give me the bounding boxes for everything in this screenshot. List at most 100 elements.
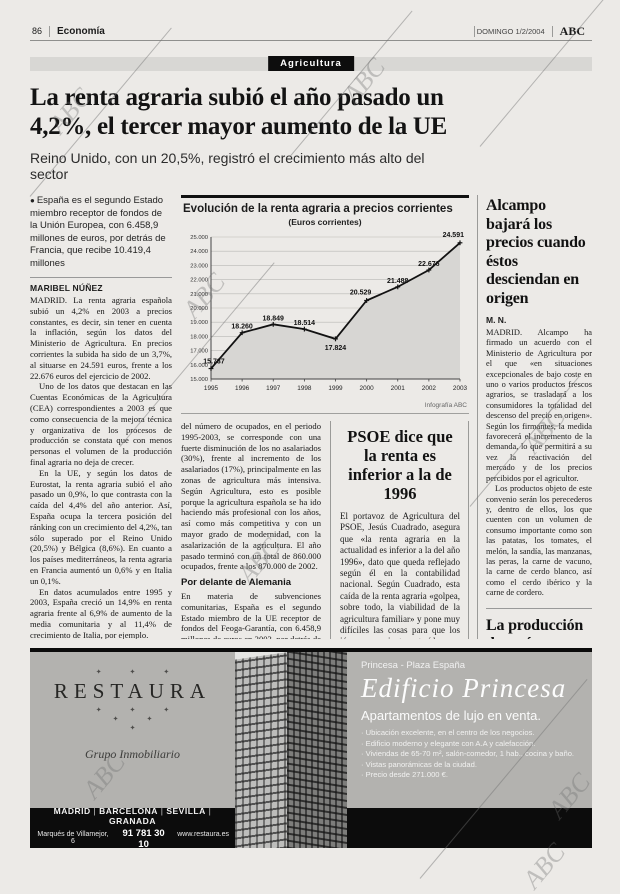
chart-box: Evolución de la renta agraria a precios … (181, 195, 469, 414)
svg-text:18.000: 18.000 (190, 334, 208, 340)
article-byline: MARIBEL NÚÑEZ (30, 283, 103, 293)
diamond-pattern-row: ✦ ✦ (112, 716, 166, 723)
renta-chart: 25.000 24.000 23.000 22.000 21.000 20.000 19.0… (190, 232, 467, 392)
body-paragraph: En datos acumulados entre 1995 y 2003, E… (30, 586, 172, 639)
newspaper-brand: ABC (551, 25, 592, 37)
ad-city: MADRID (53, 806, 91, 816)
svg-text:22.000: 22.000 (190, 278, 208, 284)
header-right: DOMINGO 1/2/2004 ABC (473, 25, 592, 37)
sidebar-article-body: MADRID. Alcampo ha firmado un acuerdo co… (486, 328, 592, 599)
ad-brand-name: RESTAURA (53, 679, 212, 703)
ad-product-name: Edificio Princesa (361, 673, 567, 703)
svg-text:17.824: 17.824 (325, 345, 347, 352)
ad-contact-row: Marqués de Villamejor, 6 91 781 30 10 ww… (36, 828, 229, 848)
ad-left-panel: ✦ ✦ ✦ RESTAURA ✦ ✦ ✦ ✦ ✦ ✦ Grupo Inmobil… (30, 652, 235, 808)
article-body-col2: del número de ocupados, en el periodo 19… (181, 421, 321, 639)
svg-text:2001: 2001 (391, 385, 406, 392)
svg-text:1996: 1996 (235, 385, 250, 392)
svg-text:18.514: 18.514 (294, 320, 316, 327)
ad-website: www.restaura.es (177, 831, 229, 838)
svg-text:1997: 1997 (266, 385, 281, 392)
svg-text:18.260: 18.260 (231, 324, 253, 331)
svg-text:2002: 2002 (422, 385, 437, 392)
ad-footer-bar-right (347, 808, 592, 848)
svg-text:16.000: 16.000 (190, 363, 208, 369)
svg-text:19.000: 19.000 (190, 320, 208, 326)
ad-footer-bar: MADRIDBARCELONASEVILLAGRANADA Marqués de… (30, 806, 235, 848)
main-content: ● España es el segundo Estado miembro rec… (30, 195, 592, 639)
chart-title: Evolución de la renta agraria a precios … (183, 203, 453, 215)
ad-feature-item: Vistas panorámicas de la ciudad. (361, 760, 580, 770)
crosshead: Por delante de Alemania (181, 577, 291, 589)
svg-text:20.529: 20.529 (350, 289, 372, 296)
body-paragraph: MADRID. La renta agraria española subió … (30, 295, 172, 381)
body-paragraph: del número de ocupados, en el periodo 19… (181, 421, 321, 572)
divider (486, 607, 592, 609)
svg-text:1999: 1999 (328, 385, 343, 392)
svg-text:23.000: 23.000 (190, 263, 208, 269)
svg-text:2003: 2003 (453, 385, 467, 392)
ad-location-label: Princesa - Plaza España (361, 660, 466, 671)
ad-right-panel: Princesa - Plaza España Edificio Princes… (347, 652, 592, 808)
below-chart: del número de ocupados, en el periodo 19… (181, 421, 469, 639)
svg-text:20.000: 20.000 (190, 306, 208, 312)
svg-text:18.849: 18.849 (263, 315, 285, 322)
building-tower-right (286, 652, 347, 848)
advertisement-restaura: ✦ ✦ ✦ RESTAURA ✦ ✦ ✦ ✦ ✦ ✦ Grupo Inmobil… (30, 648, 592, 848)
article-column-1: ● España es el segundo Estado miembro rec… (30, 195, 172, 639)
diamond-pattern-top: ✦ ✦ ✦ (95, 669, 183, 676)
svg-text:24.000: 24.000 (190, 249, 208, 255)
diamond-pattern-row: ✦ (129, 725, 149, 732)
psoe-box-title: PSOE dice que la renta es inferior a la … (347, 427, 453, 503)
sidebar-article-byline: M. N. (486, 315, 507, 325)
ad-feature-list: Ubicación excelente, en el centro de los… (361, 728, 580, 780)
ad-city: SEVILLA (158, 806, 206, 816)
page-header: 86 Economía DOMINGO 1/2/2004 ABC (30, 25, 592, 41)
ad-building-photo (235, 652, 347, 848)
svg-text:1995: 1995 (204, 385, 219, 392)
sidebar-article-title: La producción de maíz desciende un 3,6% … (486, 616, 584, 639)
ad-brand-tagline: Grupo Inmobiliario (84, 747, 180, 761)
body-paragraph: En materia de subvenciones comunitarias,… (181, 590, 321, 639)
section-tag: Agricultura (268, 56, 354, 71)
building-tower-left (235, 652, 294, 848)
psoe-box-body: El portavoz de Agricultura del PSOE, Jes… (340, 511, 460, 639)
diamond-pattern-row: ✦ ✦ ✦ (95, 707, 183, 714)
chart-credit: Infografía ABC (424, 402, 467, 409)
ad-product-subtitle: Apartamentos de lujo en venta. (361, 708, 541, 723)
svg-text:2000: 2000 (360, 385, 375, 392)
ad-feature-item: Viviendas de 65-70 m², salón-comedor, 1 … (361, 749, 580, 759)
svg-text:21.000: 21.000 (190, 292, 208, 298)
section-band: Agricultura (30, 56, 592, 71)
header-left: 86 Economía (30, 26, 112, 37)
sidebar-article-alcampo: Alcampo bajará los precios cuando éstos … (486, 197, 592, 599)
svg-text:17.000: 17.000 (190, 349, 208, 355)
svg-text:15.000: 15.000 (190, 377, 208, 383)
section-name: Economía (57, 26, 105, 37)
restaura-logo: ✦ ✦ ✦ RESTAURA ✦ ✦ ✦ ✦ ✦ ✦ Grupo Inmobil… (30, 668, 235, 762)
svg-text:15.737: 15.737 (203, 359, 225, 366)
ad-address: Marqués de Villamejor, 6 (37, 831, 109, 845)
page-number: 86 (30, 26, 51, 37)
svg-text:22.676: 22.676 (418, 261, 440, 268)
ad-feature-item: Precio desde 271.000 €. (361, 770, 580, 780)
svg-text:25.000: 25.000 (190, 235, 208, 241)
chart-subtitle: (Euros corrientes) (288, 217, 362, 227)
psoe-box: PSOE dice que la renta es inferior a la … (330, 421, 469, 639)
ad-feature-item: Edificio moderno y elegante con A.A y ca… (361, 739, 580, 749)
svg-text:21.488: 21.488 (387, 278, 409, 285)
article-body-col1: MADRID. La renta agraria española subió … (30, 295, 172, 639)
lead-text: España es el segundo Estado miembro rece… (30, 195, 166, 269)
ad-cities: MADRIDBARCELONASEVILLAGRANADA (36, 806, 229, 826)
body-paragraph: En la UE, y según los datos de Eurostat,… (30, 467, 172, 586)
ad-feature-item: Ubicación excelente, en el centro de los… (361, 728, 580, 738)
divider (30, 277, 172, 278)
sidebar-article-title: Alcampo bajará los precios cuando éstos … (486, 197, 586, 307)
subhead: Reino Unido, con un 20,5%, registró el c… (30, 150, 425, 182)
headline: La renta agraria subió el año pasado un … (30, 84, 447, 140)
edition-date: DOMINGO 1/2/2004 (473, 26, 552, 37)
bullet-icon: ● (30, 196, 35, 205)
svg-text:1998: 1998 (297, 385, 312, 392)
body-paragraph: MADRID. Alcampo ha firmado un acuerdo co… (486, 328, 592, 483)
